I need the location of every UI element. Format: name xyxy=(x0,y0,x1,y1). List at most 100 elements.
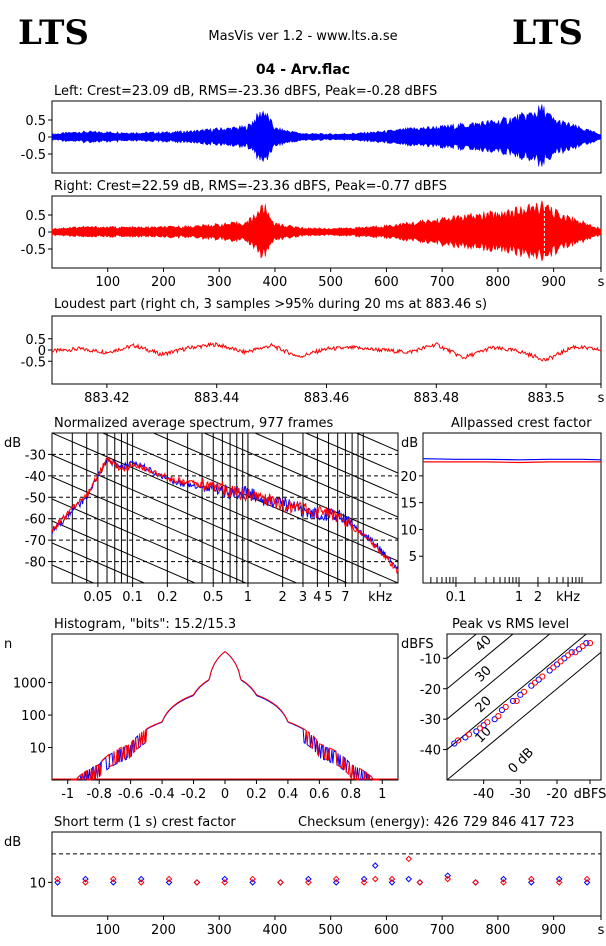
x-tick-label: -0.2 xyxy=(181,787,206,802)
x-tick-label: s xyxy=(598,275,605,290)
y-tick-label: -60 xyxy=(25,513,46,528)
data-point xyxy=(484,719,491,726)
y-tick-label: 100 xyxy=(21,709,46,724)
x-tick-label: 900 xyxy=(541,923,566,938)
logo-left: LTS xyxy=(18,13,89,53)
series-line xyxy=(423,461,601,464)
y-tick-label: 10 xyxy=(29,742,46,757)
chart-title: Histogram, "bits": 15.2/15.3 xyxy=(54,617,236,632)
slope-line xyxy=(152,433,398,540)
chart-title: Loudest part (right ch, 3 samples >95% d… xyxy=(54,297,487,312)
x-tick-label: -0.6 xyxy=(118,787,143,802)
crest-annotation: 0 dB xyxy=(506,745,538,777)
x-tick-label: 7 xyxy=(341,590,349,605)
chart-title: Peak vs RMS level xyxy=(452,617,569,632)
y-tick-label: -40 xyxy=(25,470,46,485)
y-tick-label: 0.5 xyxy=(25,209,46,224)
x-tick-label: 300 xyxy=(207,275,232,290)
y-axis-label: dB xyxy=(4,835,21,850)
data-point xyxy=(82,875,89,883)
data-point xyxy=(583,879,591,886)
x-tick-label: 700 xyxy=(430,923,455,938)
x-tick-label: 883.48 xyxy=(414,391,460,406)
data-point xyxy=(579,643,586,650)
data-point xyxy=(444,872,452,879)
data-point xyxy=(165,879,173,886)
chart-title: Right: Crest=22.59 dB, RMS=-23.36 dBFS, … xyxy=(54,179,447,194)
y-tick-label: -10 xyxy=(420,652,441,667)
data-point xyxy=(509,697,517,705)
data-point xyxy=(561,655,568,662)
data-point xyxy=(371,875,379,883)
data-point xyxy=(583,875,591,883)
data-point xyxy=(564,652,572,659)
data-point xyxy=(520,688,528,695)
data-point xyxy=(388,879,396,886)
y-tick-label: 0.5 xyxy=(25,333,46,348)
data-point xyxy=(54,875,61,883)
x-tick-label: 4 xyxy=(313,590,321,605)
app-title: MasVis ver 1.2 - www.lts.a.se xyxy=(208,29,397,44)
plot-frame xyxy=(446,633,602,781)
x-tick-label: dBFS xyxy=(574,787,606,802)
data-point xyxy=(110,879,117,886)
data-point xyxy=(454,737,462,744)
x-tick-label: 600 xyxy=(374,275,399,290)
y-tick-label: 5 xyxy=(409,550,417,565)
x-tick-label: 200 xyxy=(151,923,176,938)
series-line xyxy=(422,458,602,461)
series-line xyxy=(70,650,380,781)
x-tick-label: 883.44 xyxy=(194,391,240,406)
y-tick-label: -50 xyxy=(25,491,46,506)
x-tick-label: s xyxy=(598,391,605,406)
chart-title: Short term (1 s) crest factor xyxy=(54,815,236,830)
series-line xyxy=(51,341,602,362)
x-tick-label: 0 xyxy=(221,787,229,802)
data-point xyxy=(360,879,368,886)
series-envelope xyxy=(51,200,602,262)
x-tick-label: 1 xyxy=(515,590,523,605)
data-point xyxy=(165,875,173,883)
data-point xyxy=(54,879,61,886)
data-point xyxy=(498,706,506,714)
data-point xyxy=(535,676,542,683)
x-tick-label: 0.6 xyxy=(309,787,330,802)
slope-line xyxy=(253,433,398,496)
x-tick-label: 0.8 xyxy=(340,787,361,802)
data-point xyxy=(513,697,520,705)
x-tick-label: 500 xyxy=(318,923,343,938)
x-tick-label: 883.5 xyxy=(527,391,564,406)
data-point xyxy=(444,875,452,883)
data-point xyxy=(137,875,145,883)
x-tick-label: 2 xyxy=(534,590,542,605)
x-tick-label: -20 xyxy=(546,787,567,802)
data-point xyxy=(555,879,563,886)
data-point xyxy=(277,879,284,886)
data-point xyxy=(500,879,507,886)
x-tick-label: -0.4 xyxy=(149,787,174,802)
loudest-part-chart: Loudest part (right ch, 3 samples >95% d… xyxy=(21,297,605,406)
x-tick-label: 200 xyxy=(151,275,176,290)
data-point xyxy=(249,879,256,886)
data-point xyxy=(502,703,509,711)
data-point xyxy=(472,879,479,886)
data-point xyxy=(371,862,379,869)
x-tick-label: -1 xyxy=(61,787,74,802)
chart-title: Normalized average spectrum, 977 frames xyxy=(54,416,333,431)
y-tick-label: 1000 xyxy=(13,677,46,692)
x-tick-label: -0.8 xyxy=(86,787,111,802)
x-tick-label: kHz xyxy=(368,590,392,605)
plot-frame xyxy=(51,432,399,584)
slope-line xyxy=(52,587,398,737)
x-tick-label: 0.5 xyxy=(203,590,224,605)
x-tick-label: 0.05 xyxy=(83,590,112,605)
data-point xyxy=(332,879,340,886)
x-tick-label: 3 xyxy=(299,590,307,605)
spectrum-chart: Normalized average spectrum, 977 frames d… xyxy=(4,416,399,737)
data-point xyxy=(305,879,312,886)
x-tick-label: 2 xyxy=(279,590,287,605)
x-tick-label: 0.2 xyxy=(246,787,267,802)
x-tick-label: s xyxy=(598,923,605,938)
y-axis-label: n xyxy=(4,637,12,652)
